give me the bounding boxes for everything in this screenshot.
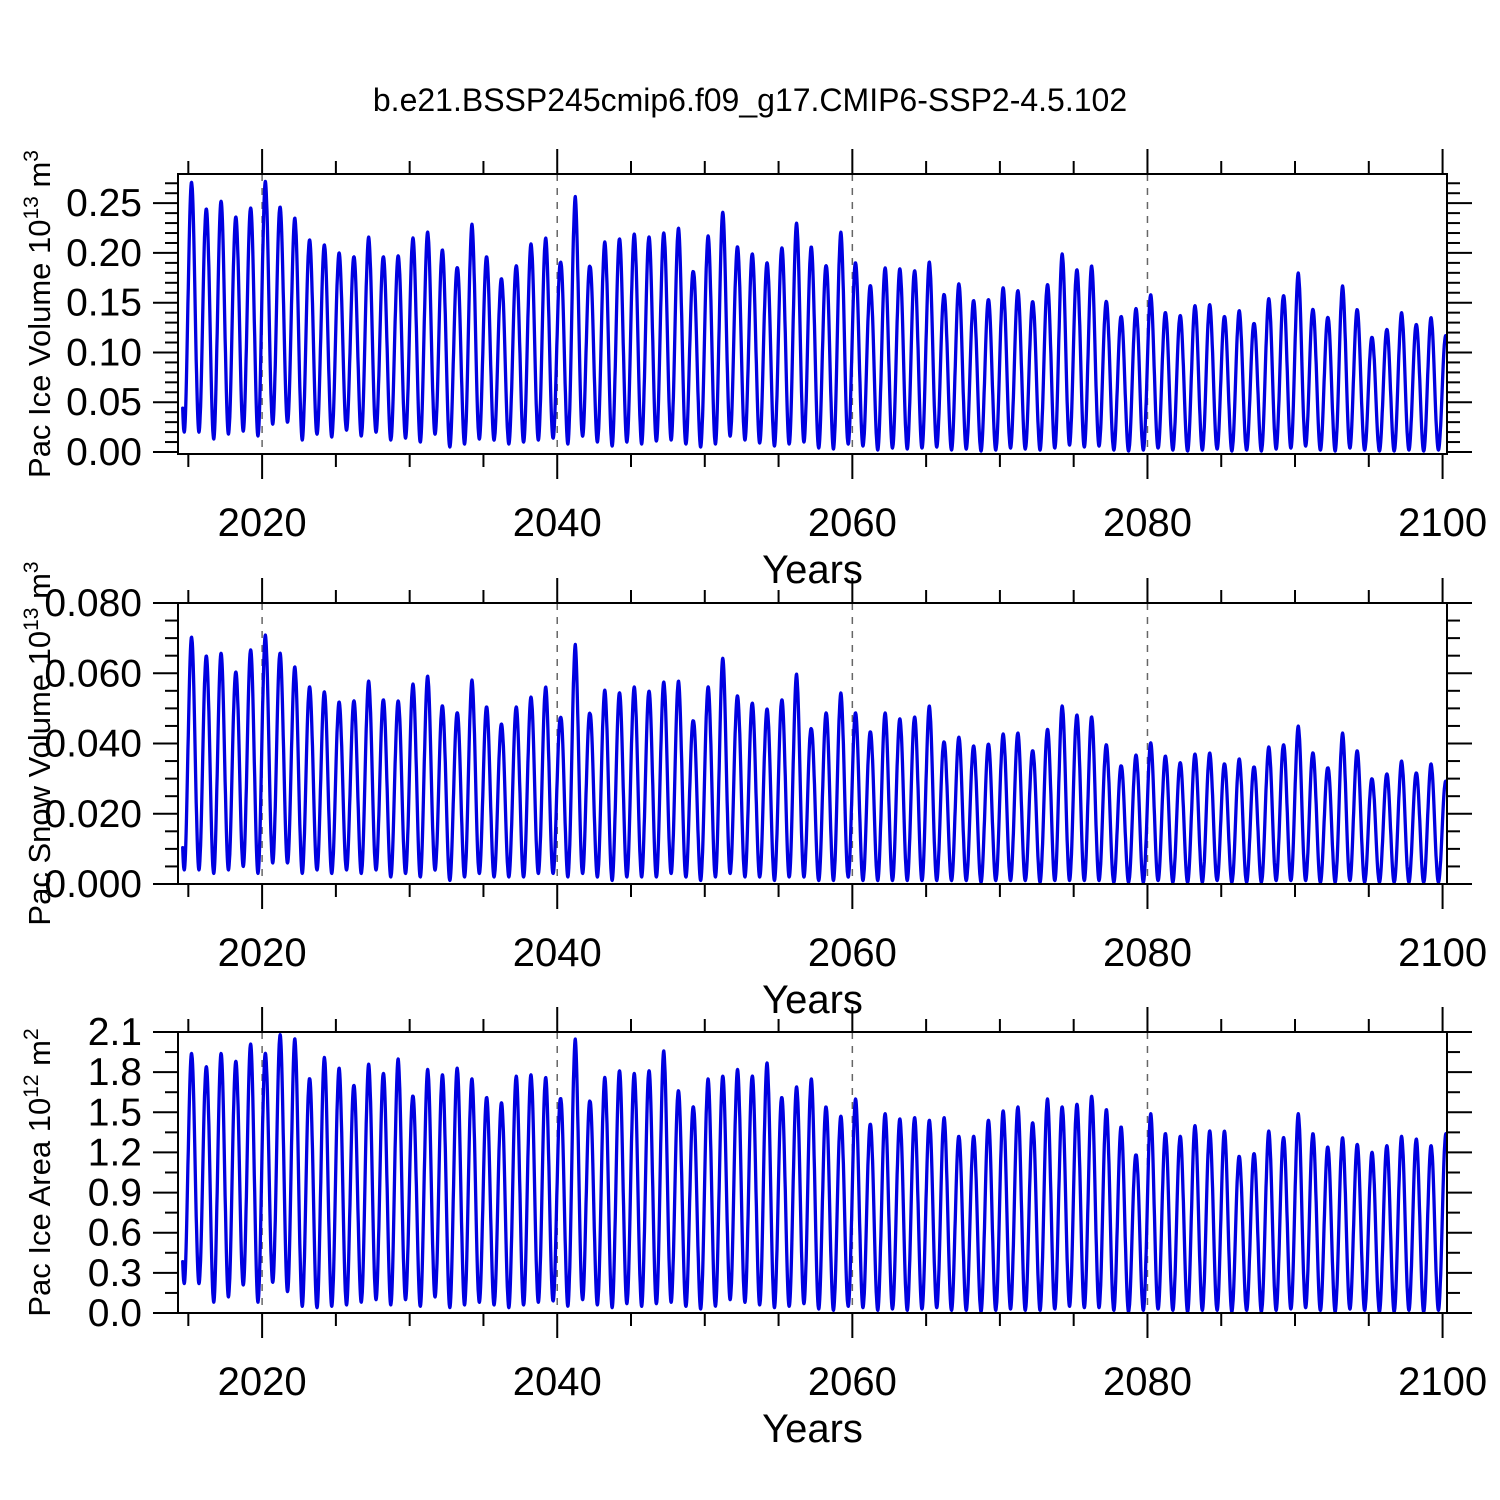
- x-tick-label: 2100: [1398, 501, 1487, 545]
- panel-pac-ice-area-ticks: [153, 1007, 1472, 1338]
- y-tick-label: 0.040: [44, 723, 142, 766]
- y-tick-label: 0.080: [44, 582, 142, 625]
- x-tick-label: 2080: [1103, 1360, 1192, 1404]
- panel-pac-ice-area-y-axis-title: Pac Ice Area 1012 m2: [20, 1028, 57, 1316]
- panel-pac-ice-volume-x-tick-labels: 2020 2040 2060 2080 2100: [218, 501, 1487, 545]
- x-tick-label: 2060: [808, 931, 897, 975]
- panel-pac-snow-volume-ticks: [153, 578, 1472, 909]
- y-tick-label: 0.000: [44, 863, 142, 906]
- panel-pac-ice-area-curve: [181, 1033, 1447, 1313]
- y-tick-label: 0.20: [66, 232, 142, 275]
- x-tick-label: 2040: [513, 501, 602, 545]
- panel-pac-snow-volume-y-tick-labels: 0.000 0.020 0.040 0.060 0.080: [44, 582, 142, 906]
- x-tick-label: 2020: [218, 931, 307, 975]
- panel-pac-ice-volume-ticks: [153, 149, 1472, 479]
- panel-pac-ice-volume-frame: [177, 173, 1448, 455]
- y-tick-label: 0.0: [88, 1292, 142, 1335]
- panel-pac-snow-volume-x-tick-labels: 2020 2040 2060 2080 2100: [218, 931, 1487, 975]
- x-tick-label: 2040: [513, 931, 602, 975]
- y-tick-label: 0.15: [66, 282, 142, 325]
- panel-pac-ice-volume-x-axis-title: Years: [762, 548, 863, 592]
- x-tick-label: 2100: [1398, 1360, 1487, 1404]
- panel-pac-snow-volume-x-axis-title: Years: [762, 978, 863, 1022]
- y-tick-label: 0.10: [66, 331, 142, 374]
- panel-pac-snow-volume: 0.000 0.020 0.040 0.060 0.080 2020 2040 2060 208…: [20, 561, 1487, 1022]
- y-tick-label: 0.020: [44, 793, 142, 836]
- panel-pac-ice-area-x-tick-labels: 2020 2040 2060 2080 2100: [218, 1360, 1487, 1404]
- x-tick-label: 2040: [513, 1360, 602, 1404]
- x-tick-label: 2060: [808, 501, 897, 545]
- y-tick-label: 1.8: [88, 1051, 142, 1094]
- chart-title: b.e21.BSSP245cmip6.f09_g17.CMIP6-SSP2-4.…: [372, 82, 1128, 118]
- y-tick-label: 1.2: [88, 1131, 142, 1174]
- y-tick-label: 0.060: [44, 652, 142, 695]
- panel-pac-ice-volume-y-axis-title: Pac Ice Volume 1013 m3: [20, 150, 57, 478]
- x-tick-label: 2060: [808, 1360, 897, 1404]
- panel-pac-ice-volume-curve: [181, 179, 1447, 453]
- panel-pac-snow-volume-curve: [181, 633, 1447, 884]
- x-tick-label: 2100: [1398, 931, 1487, 975]
- x-tick-label: 2020: [218, 501, 307, 545]
- x-tick-label: 2080: [1103, 931, 1192, 975]
- y-tick-label: 0.05: [66, 381, 142, 424]
- y-tick-label: 0.9: [88, 1172, 142, 1215]
- panel-pac-ice-volume: 0.00 0.05 0.10 0.15 0.20 0.25 2020 2040 2060 2080…: [20, 149, 1487, 592]
- y-tick-label: 0.00: [66, 431, 142, 474]
- y-tick-label: 0.3: [88, 1252, 142, 1295]
- x-tick-label: 2020: [218, 1360, 307, 1404]
- panel-pac-ice-volume-y-tick-labels: 0.00 0.05 0.10 0.15 0.20 0.25: [66, 182, 142, 474]
- y-tick-label: 0.25: [66, 182, 142, 225]
- panel-pac-ice-area-y-tick-labels: 0.00.30.60.91.21.51.82.1: [88, 1011, 142, 1335]
- panel-pac-ice-area: 0.00.30.60.91.21.51.82.1 2020 2040 2060 2080…: [20, 1007, 1487, 1451]
- panel-pac-ice-area-x-axis-title: Years: [762, 1407, 863, 1451]
- y-tick-label: 0.6: [88, 1212, 142, 1255]
- y-tick-label: 2.1: [88, 1011, 142, 1054]
- y-tick-label: 1.5: [88, 1091, 142, 1134]
- panel-pac-snow-volume-y-axis-title: Pac Snow Volume 1013 m3: [20, 561, 57, 925]
- x-tick-label: 2080: [1103, 501, 1192, 545]
